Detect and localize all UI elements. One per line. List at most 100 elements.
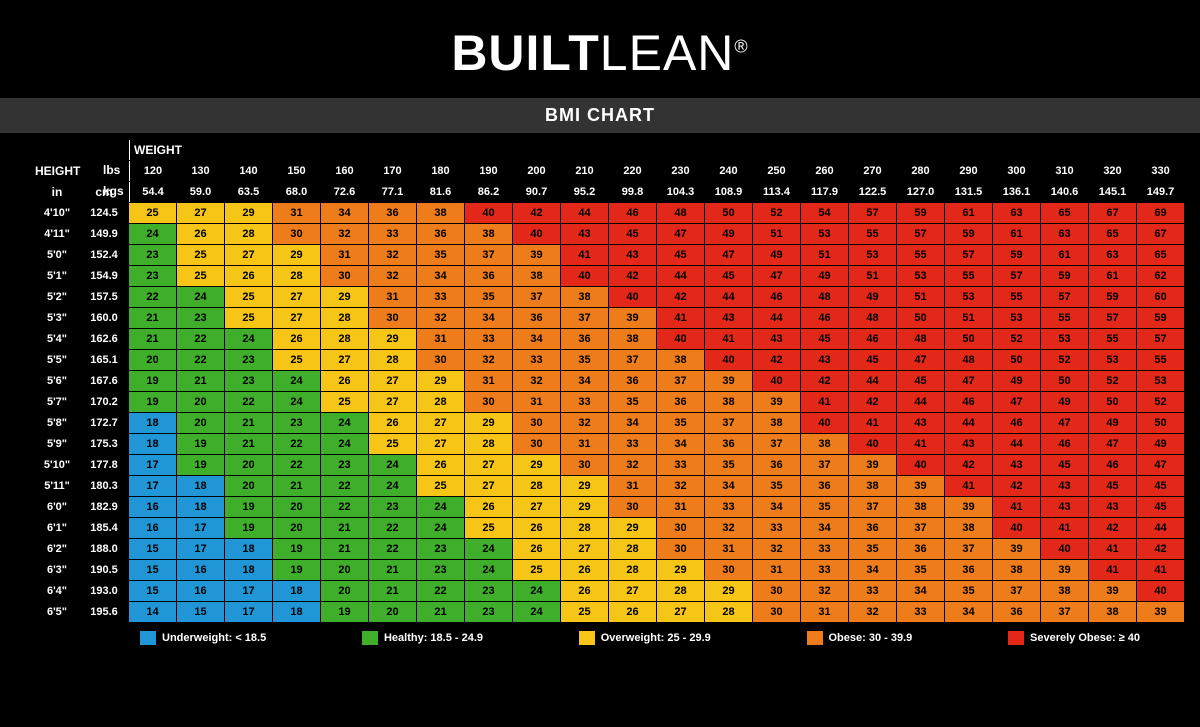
bmi-cell: 55 <box>1089 329 1136 349</box>
logo-bold: BUILT <box>451 25 599 81</box>
table-row: 6'3"190.51516181920212324252628293031333… <box>35 560 1184 580</box>
bmi-cell: 43 <box>897 413 944 433</box>
bmi-cell: 36 <box>561 329 608 349</box>
bmi-cell: 27 <box>417 434 464 454</box>
bmi-cell: 40 <box>993 518 1040 538</box>
bmi-cell: 41 <box>705 329 752 349</box>
bmi-cell: 29 <box>609 518 656 538</box>
bmi-cell: 43 <box>993 455 1040 475</box>
bmi-cell: 40 <box>1137 581 1184 601</box>
bmi-cell: 53 <box>1089 350 1136 370</box>
bmi-cell: 26 <box>273 329 320 349</box>
bmi-cell: 60 <box>1137 287 1184 307</box>
height-in: 5'0" <box>35 245 79 265</box>
kgs-value: 86.2 <box>465 182 512 202</box>
bmi-cell: 37 <box>561 308 608 328</box>
bmi-cell: 40 <box>801 413 848 433</box>
bmi-cell: 36 <box>801 476 848 496</box>
kgs-value: 59.0 <box>177 182 224 202</box>
bmi-cell: 29 <box>561 497 608 517</box>
bmi-cell: 37 <box>705 413 752 433</box>
bmi-cell: 19 <box>225 497 272 517</box>
bmi-cell: 34 <box>417 266 464 286</box>
bmi-cell: 26 <box>609 602 656 622</box>
bmi-cell: 19 <box>321 602 368 622</box>
bmi-cell: 42 <box>657 287 704 307</box>
bmi-cell: 59 <box>1041 266 1088 286</box>
bmi-cell: 23 <box>225 371 272 391</box>
table-row: 5'6"167.61921232426272931323436373940424… <box>35 371 1184 391</box>
bmi-cell: 40 <box>609 287 656 307</box>
bmi-cell: 42 <box>945 455 992 475</box>
bmi-cell: 21 <box>321 518 368 538</box>
bmi-cell: 40 <box>513 224 560 244</box>
bmi-cell: 47 <box>945 371 992 391</box>
bmi-cell: 22 <box>273 455 320 475</box>
legend-item-underweight: Underweight: < 18.5 <box>140 631 266 645</box>
legend-label: Underweight: < 18.5 <box>162 632 266 644</box>
bmi-cell: 53 <box>897 266 944 286</box>
bmi-cell: 23 <box>465 581 512 601</box>
bmi-cell: 62 <box>1137 266 1184 286</box>
bmi-cell: 20 <box>321 560 368 580</box>
bmi-cell: 28 <box>561 518 608 538</box>
bmi-cell: 38 <box>945 518 992 538</box>
legend-label: Obese: 30 - 39.9 <box>829 632 913 644</box>
bmi-cell: 21 <box>369 581 416 601</box>
bmi-cell: 36 <box>753 455 800 475</box>
legend-label: Severely Obese: ≥ 40 <box>1030 632 1140 644</box>
bmi-cell: 27 <box>657 602 704 622</box>
bmi-cell: 39 <box>1089 581 1136 601</box>
bmi-cell: 24 <box>273 392 320 412</box>
bmi-cell: 26 <box>369 413 416 433</box>
lbs-value: 190 <box>465 161 512 181</box>
bmi-cell: 29 <box>465 413 512 433</box>
bmi-cell: 35 <box>801 497 848 517</box>
bmi-cell: 48 <box>849 308 896 328</box>
table-row: 5'4"162.62122242628293133343638404143454… <box>35 329 1184 349</box>
height-cm: 157.5 <box>80 287 128 307</box>
bmi-cell: 23 <box>465 602 512 622</box>
bmi-cell: 45 <box>705 266 752 286</box>
bmi-cell: 46 <box>1089 455 1136 475</box>
lbs-value: 130 <box>177 161 224 181</box>
bmi-cell: 47 <box>1137 455 1184 475</box>
bmi-cell: 59 <box>993 245 1040 265</box>
bmi-cell: 25 <box>129 203 176 223</box>
bmi-cell: 53 <box>993 308 1040 328</box>
bmi-cell: 61 <box>1089 266 1136 286</box>
bmi-cell: 30 <box>417 350 464 370</box>
kgs-value: 145.1 <box>1089 182 1136 202</box>
lbs-value: 200 <box>513 161 560 181</box>
bmi-cell: 55 <box>1137 350 1184 370</box>
bmi-cell: 45 <box>897 371 944 391</box>
bmi-cell: 17 <box>225 581 272 601</box>
bmi-cell: 38 <box>993 560 1040 580</box>
bmi-cell: 28 <box>513 476 560 496</box>
bmi-cell: 63 <box>1089 245 1136 265</box>
bmi-cell: 47 <box>993 392 1040 412</box>
bmi-cell: 23 <box>129 266 176 286</box>
lbs-value: 280 <box>897 161 944 181</box>
bmi-cell: 39 <box>849 455 896 475</box>
kgs-value: 122.5 <box>849 182 896 202</box>
bmi-cell: 26 <box>561 581 608 601</box>
table-row: 5'8"172.71820212324262729303234353738404… <box>35 413 1184 433</box>
bmi-cell: 43 <box>1089 497 1136 517</box>
bmi-cell: 26 <box>513 518 560 538</box>
bmi-cell: 19 <box>273 560 320 580</box>
height-cm: 190.5 <box>80 560 128 580</box>
bmi-cell: 36 <box>417 224 464 244</box>
bmi-cell: 32 <box>321 224 368 244</box>
bmi-cell: 40 <box>1041 539 1088 559</box>
bmi-cell: 37 <box>609 350 656 370</box>
height-cm: 162.6 <box>80 329 128 349</box>
bmi-cell: 48 <box>801 287 848 307</box>
bmi-cell: 38 <box>753 413 800 433</box>
bmi-cell: 16 <box>129 497 176 517</box>
bmi-cell: 29 <box>705 581 752 601</box>
bmi-cell: 30 <box>609 497 656 517</box>
bmi-cell: 35 <box>897 560 944 580</box>
kgs-value: 54.4 <box>129 182 176 202</box>
bmi-cell: 31 <box>561 434 608 454</box>
